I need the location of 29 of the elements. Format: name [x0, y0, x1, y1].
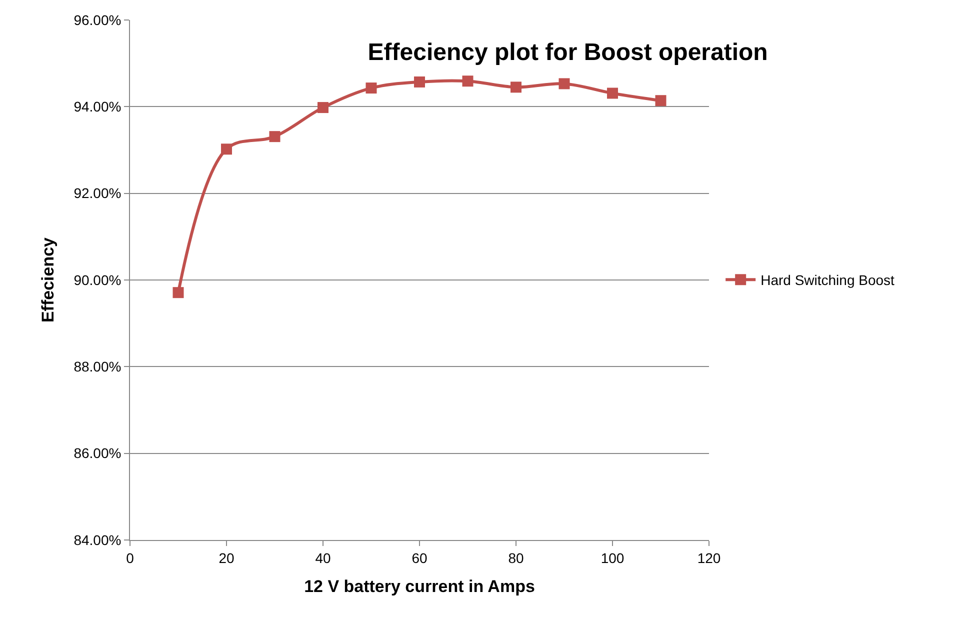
point	[269, 131, 280, 142]
y-tick-label: 94.00%	[74, 98, 122, 115]
x-tick-label: 0	[126, 550, 134, 566]
x-tick-label: 20	[218, 550, 234, 566]
y-axis-title: Effeciency	[38, 236, 58, 323]
text: Effeciency plot for Boost operation	[368, 39, 768, 66]
y-tick-label: 92.00%	[74, 185, 122, 202]
x-tick-label: 120	[697, 550, 721, 566]
y-tick-label: 84.00%	[74, 532, 122, 548]
x-tick-label: 60	[412, 550, 428, 566]
point	[558, 78, 570, 90]
point	[510, 82, 522, 93]
x-tick-label: 40	[315, 550, 331, 566]
x-tick-label: 100	[600, 550, 624, 566]
point	[655, 95, 666, 106]
point	[366, 82, 377, 94]
point	[414, 76, 425, 88]
legend-label: Hard Switching Boost	[760, 272, 895, 288]
point	[172, 287, 184, 298]
y-tick-label: 90.00%	[74, 272, 122, 288]
point	[607, 88, 618, 99]
x-axis-title: 12 V battery current in Amps	[304, 577, 535, 596]
x-tick-label: 80	[508, 550, 524, 566]
point	[462, 76, 474, 87]
y-tick-label: 88.00%	[74, 358, 122, 375]
y-tick-label: 86.00%	[74, 445, 122, 462]
point	[221, 144, 232, 155]
point	[318, 102, 328, 114]
y-tick-label: 96.00%	[74, 12, 122, 28]
